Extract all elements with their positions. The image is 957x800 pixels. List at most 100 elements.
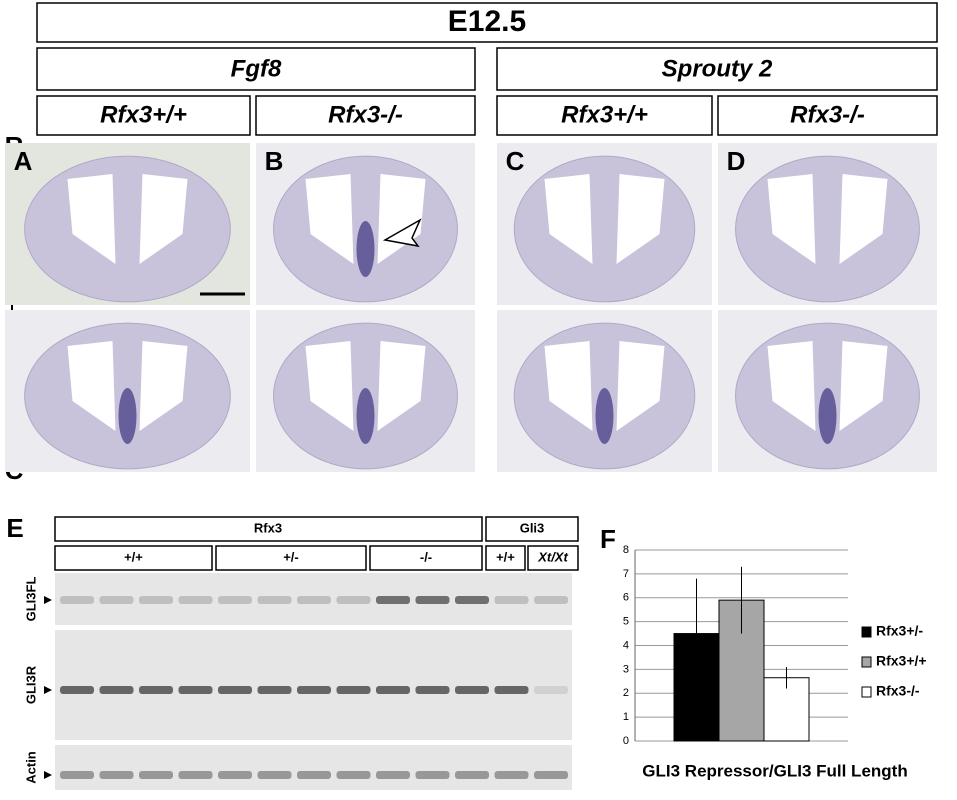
header-box bbox=[36, 47, 476, 91]
tissue bbox=[513, 155, 696, 303]
header-box bbox=[527, 545, 579, 571]
band bbox=[336, 686, 371, 694]
band-label: GLI3R bbox=[23, 665, 38, 704]
band bbox=[99, 596, 134, 604]
band bbox=[455, 596, 489, 604]
header-box bbox=[369, 545, 483, 571]
x-axis-label: GLI3 Repressor/GLI3 Full Length bbox=[642, 761, 907, 780]
band bbox=[178, 596, 213, 604]
ventricle bbox=[305, 341, 354, 431]
header-box bbox=[36, 2, 938, 43]
band bbox=[218, 771, 252, 779]
band bbox=[178, 686, 213, 694]
ventricle bbox=[767, 174, 816, 264]
genotype-label: Rfx3+/+ bbox=[100, 101, 187, 128]
ventricle bbox=[67, 341, 116, 431]
header-box bbox=[496, 95, 713, 136]
genotype-label: Rfx3-/- bbox=[790, 101, 865, 128]
blot-genotype: +/- bbox=[283, 549, 299, 564]
legend-label: Rfx3+/+ bbox=[876, 653, 927, 669]
header-box bbox=[36, 95, 251, 136]
band bbox=[218, 686, 252, 694]
y-tick-label: 3 bbox=[623, 663, 629, 675]
legend-swatch bbox=[861, 656, 872, 668]
stain bbox=[595, 388, 614, 444]
blot-gene: Gli3 bbox=[520, 520, 545, 535]
tissue bbox=[24, 155, 231, 303]
y-tick-label: 6 bbox=[623, 592, 629, 604]
panel-letter: E bbox=[6, 513, 23, 543]
band bbox=[297, 596, 331, 604]
band bbox=[257, 686, 292, 694]
band bbox=[336, 771, 371, 779]
legend-swatch bbox=[861, 626, 872, 638]
ventricle bbox=[616, 341, 665, 431]
gene-label: Fgf8 bbox=[231, 55, 282, 82]
y-tick-label: 7 bbox=[623, 568, 629, 580]
genotype-label: Rfx3+/+ bbox=[561, 101, 648, 128]
header-box bbox=[485, 516, 579, 542]
ventricle bbox=[839, 174, 888, 264]
y-tick-label: 8 bbox=[623, 544, 629, 556]
ventricle bbox=[139, 174, 188, 264]
band bbox=[257, 771, 292, 779]
band bbox=[376, 771, 410, 779]
ventricle bbox=[616, 174, 665, 264]
ventricle bbox=[67, 174, 116, 264]
band bbox=[534, 771, 568, 779]
panel-letter: B bbox=[265, 146, 284, 176]
blot-genotype: +/+ bbox=[496, 549, 515, 564]
blot-image bbox=[55, 630, 572, 740]
stain bbox=[356, 221, 375, 277]
stain bbox=[818, 388, 837, 444]
band-label: Actin bbox=[23, 751, 38, 784]
band bbox=[455, 686, 489, 694]
panel-letter: A bbox=[14, 146, 33, 176]
band bbox=[376, 596, 410, 604]
stain bbox=[356, 388, 375, 444]
header-box bbox=[54, 516, 483, 542]
y-tick-label: 2 bbox=[623, 687, 629, 699]
blot-genotype: Xt/Xt bbox=[537, 549, 568, 564]
band bbox=[415, 686, 450, 694]
band bbox=[60, 771, 94, 779]
band bbox=[494, 596, 529, 604]
ventricle bbox=[377, 341, 426, 431]
band bbox=[415, 596, 450, 604]
header-box bbox=[717, 95, 938, 136]
header-box bbox=[485, 545, 526, 571]
band bbox=[99, 686, 134, 694]
band bbox=[534, 686, 568, 694]
ventricle bbox=[544, 174, 593, 264]
band bbox=[178, 771, 213, 779]
stain bbox=[118, 388, 137, 444]
genotype-label: Rfx3-/- bbox=[328, 101, 403, 128]
y-tick-label: 0 bbox=[623, 735, 629, 747]
band bbox=[494, 771, 529, 779]
band-label: GLI3FL bbox=[23, 577, 38, 622]
band-marker bbox=[44, 771, 52, 779]
band-marker bbox=[44, 596, 52, 604]
band bbox=[534, 596, 568, 604]
y-tick-label: 1 bbox=[623, 711, 629, 723]
ventricle bbox=[767, 341, 816, 431]
y-tick-label: 4 bbox=[623, 639, 629, 651]
band bbox=[455, 771, 489, 779]
band bbox=[60, 686, 94, 694]
band bbox=[376, 686, 410, 694]
panel-letter: D bbox=[727, 146, 746, 176]
blot-image bbox=[55, 745, 572, 790]
band bbox=[139, 771, 173, 779]
ventricle bbox=[839, 341, 888, 431]
gene-label: Sprouty 2 bbox=[662, 55, 773, 82]
band bbox=[218, 596, 252, 604]
stage-title: E12.5 bbox=[448, 5, 526, 38]
blot-genotype: +/+ bbox=[124, 549, 143, 564]
band bbox=[139, 686, 173, 694]
blot-gene: Rfx3 bbox=[254, 520, 282, 535]
tissue bbox=[735, 155, 920, 303]
band bbox=[99, 771, 134, 779]
band bbox=[60, 596, 94, 604]
ventricle bbox=[305, 174, 354, 264]
